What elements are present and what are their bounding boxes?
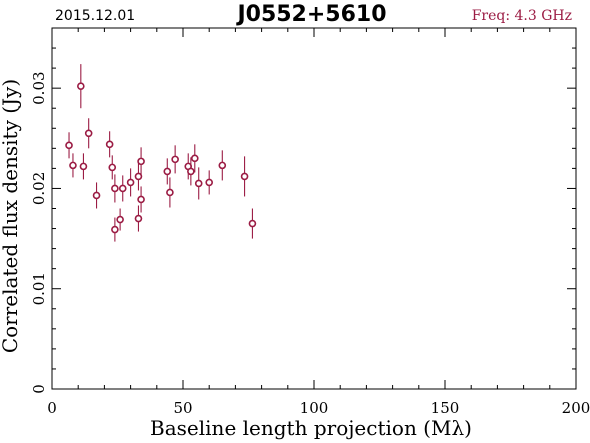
data-points xyxy=(65,64,257,242)
data-point xyxy=(194,179,203,188)
data-point xyxy=(190,154,199,163)
observation-date: 2015.12.01 xyxy=(55,8,135,24)
x-axis: 0 50 100 150 200 xyxy=(47,28,590,417)
data-point xyxy=(111,184,119,193)
data-point xyxy=(111,225,119,234)
data-point xyxy=(65,141,73,150)
data-point xyxy=(163,167,172,176)
data-point xyxy=(171,155,179,164)
data-point xyxy=(92,191,101,200)
data-point xyxy=(205,178,213,187)
data-point xyxy=(79,162,88,171)
data-point xyxy=(218,161,227,170)
frequency-label: Freq: 4.3 GHz xyxy=(472,8,572,24)
x-tick-label: 50 xyxy=(173,399,192,417)
plot-frame xyxy=(51,27,577,390)
data-point xyxy=(166,188,174,197)
data-point xyxy=(116,215,124,224)
data-point xyxy=(77,82,85,90)
x-tick-label: 100 xyxy=(300,399,329,417)
data-point xyxy=(187,167,195,176)
data-point xyxy=(137,157,145,166)
source-name: J0552+5610 xyxy=(235,2,386,27)
y-tick-label: 0 xyxy=(30,384,48,394)
data-point xyxy=(84,129,93,138)
y-tick-label: 0.02 xyxy=(30,172,48,205)
y-tick-label: 0.01 xyxy=(30,272,48,305)
y-axis: 0 0.01 0.02 0.03 xyxy=(30,27,576,394)
data-point xyxy=(126,178,135,187)
data-point xyxy=(137,195,145,204)
data-point xyxy=(105,140,114,149)
x-tick-label: 200 xyxy=(562,399,590,417)
y-axis-label: Correlated flux density (Jy) xyxy=(0,79,22,353)
x-tick-label: 150 xyxy=(431,399,460,417)
data-point xyxy=(108,163,117,172)
data-point xyxy=(134,172,143,181)
x-tick-label: 0 xyxy=(47,399,57,417)
data-point xyxy=(118,184,127,193)
data-point xyxy=(134,214,143,223)
data-point xyxy=(248,219,257,228)
data-point xyxy=(69,161,77,170)
x-axis-label: Baseline length projection (Mλ) xyxy=(150,416,472,440)
y-tick-label: 0.03 xyxy=(30,71,48,104)
data-point xyxy=(240,172,249,181)
